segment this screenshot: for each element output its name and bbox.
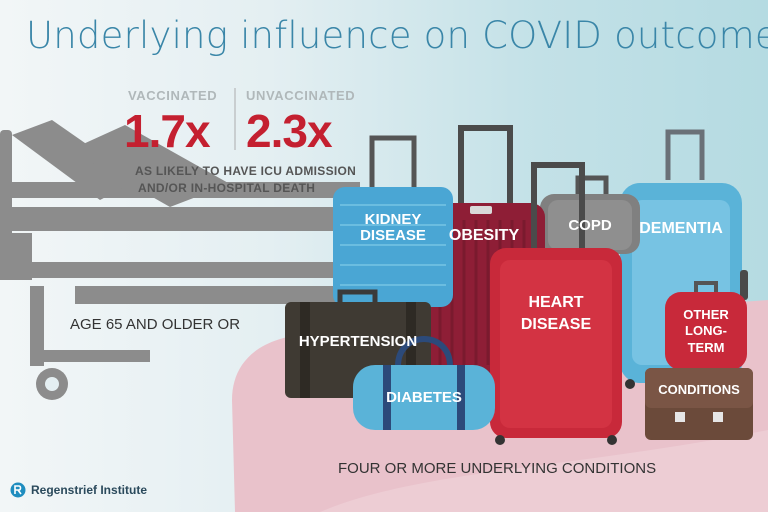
- conditions-bag: [645, 368, 753, 440]
- stat-description: AS LIKELY TO HAVE ICU ADMISSION AND/OR I…: [135, 163, 356, 197]
- other-long-term-suitcase: [665, 281, 747, 370]
- heart-label-line-2: DISEASE: [520, 316, 592, 334]
- other-long-term-label: OTHER LONG- TERM: [665, 307, 747, 356]
- other-label-line-1: OTHER: [683, 307, 729, 322]
- stat-description-line-2: AND/OR IN-HOSPITAL DEATH: [138, 181, 316, 195]
- vaccinated-label: VACCINATED: [128, 88, 218, 103]
- page-title: Underlying influence on COVID outcomes: [26, 14, 768, 57]
- hypertension-label: HYPERTENSION: [298, 333, 418, 350]
- vaccinated-value: 1.7x: [124, 105, 211, 157]
- copd-label: COPD: [568, 217, 612, 234]
- age-caption: AGE 65 AND OLDER OR: [70, 316, 241, 333]
- kidney-label-line-2: DISEASE: [360, 226, 426, 244]
- conditions-caption: FOUR OR MORE UNDERLYING CONDITIONS: [338, 460, 657, 477]
- unvaccinated-value: 2.3x: [246, 105, 333, 157]
- heart-label-line-1: HEART: [528, 294, 584, 311]
- diabetes-label: DIABETES: [386, 389, 462, 406]
- other-label-line-2: LONG-: [685, 323, 727, 339]
- kidney-disease-suitcase: [333, 135, 453, 307]
- other-label-line-3: TERM: [687, 339, 725, 355]
- stat-divider: [234, 88, 236, 150]
- heart-disease-suitcase: [490, 162, 622, 445]
- dementia-label: DEMENTIA: [639, 220, 723, 237]
- kidney-label-line-1: KIDNEY: [364, 211, 422, 228]
- regenstrief-logo-icon: [10, 482, 26, 498]
- copd-suitcase: [540, 175, 640, 254]
- regenstrief-logo: Regenstrief Institute: [10, 482, 147, 498]
- kidney-disease-label: KIDNEY DISEASE: [333, 212, 453, 244]
- obesity-label: OBESITY: [448, 227, 520, 244]
- unvaccinated-label: UNVACCINATED: [246, 88, 356, 103]
- stat-description-line-1: AS LIKELY TO HAVE ICU ADMISSION: [135, 164, 357, 178]
- diabetes-duffel: [353, 336, 495, 430]
- logo-text: Regenstrief Institute: [31, 483, 148, 497]
- conditions-label: CONDITIONS: [658, 382, 740, 397]
- heart-disease-label: HEART DISEASE: [490, 292, 622, 337]
